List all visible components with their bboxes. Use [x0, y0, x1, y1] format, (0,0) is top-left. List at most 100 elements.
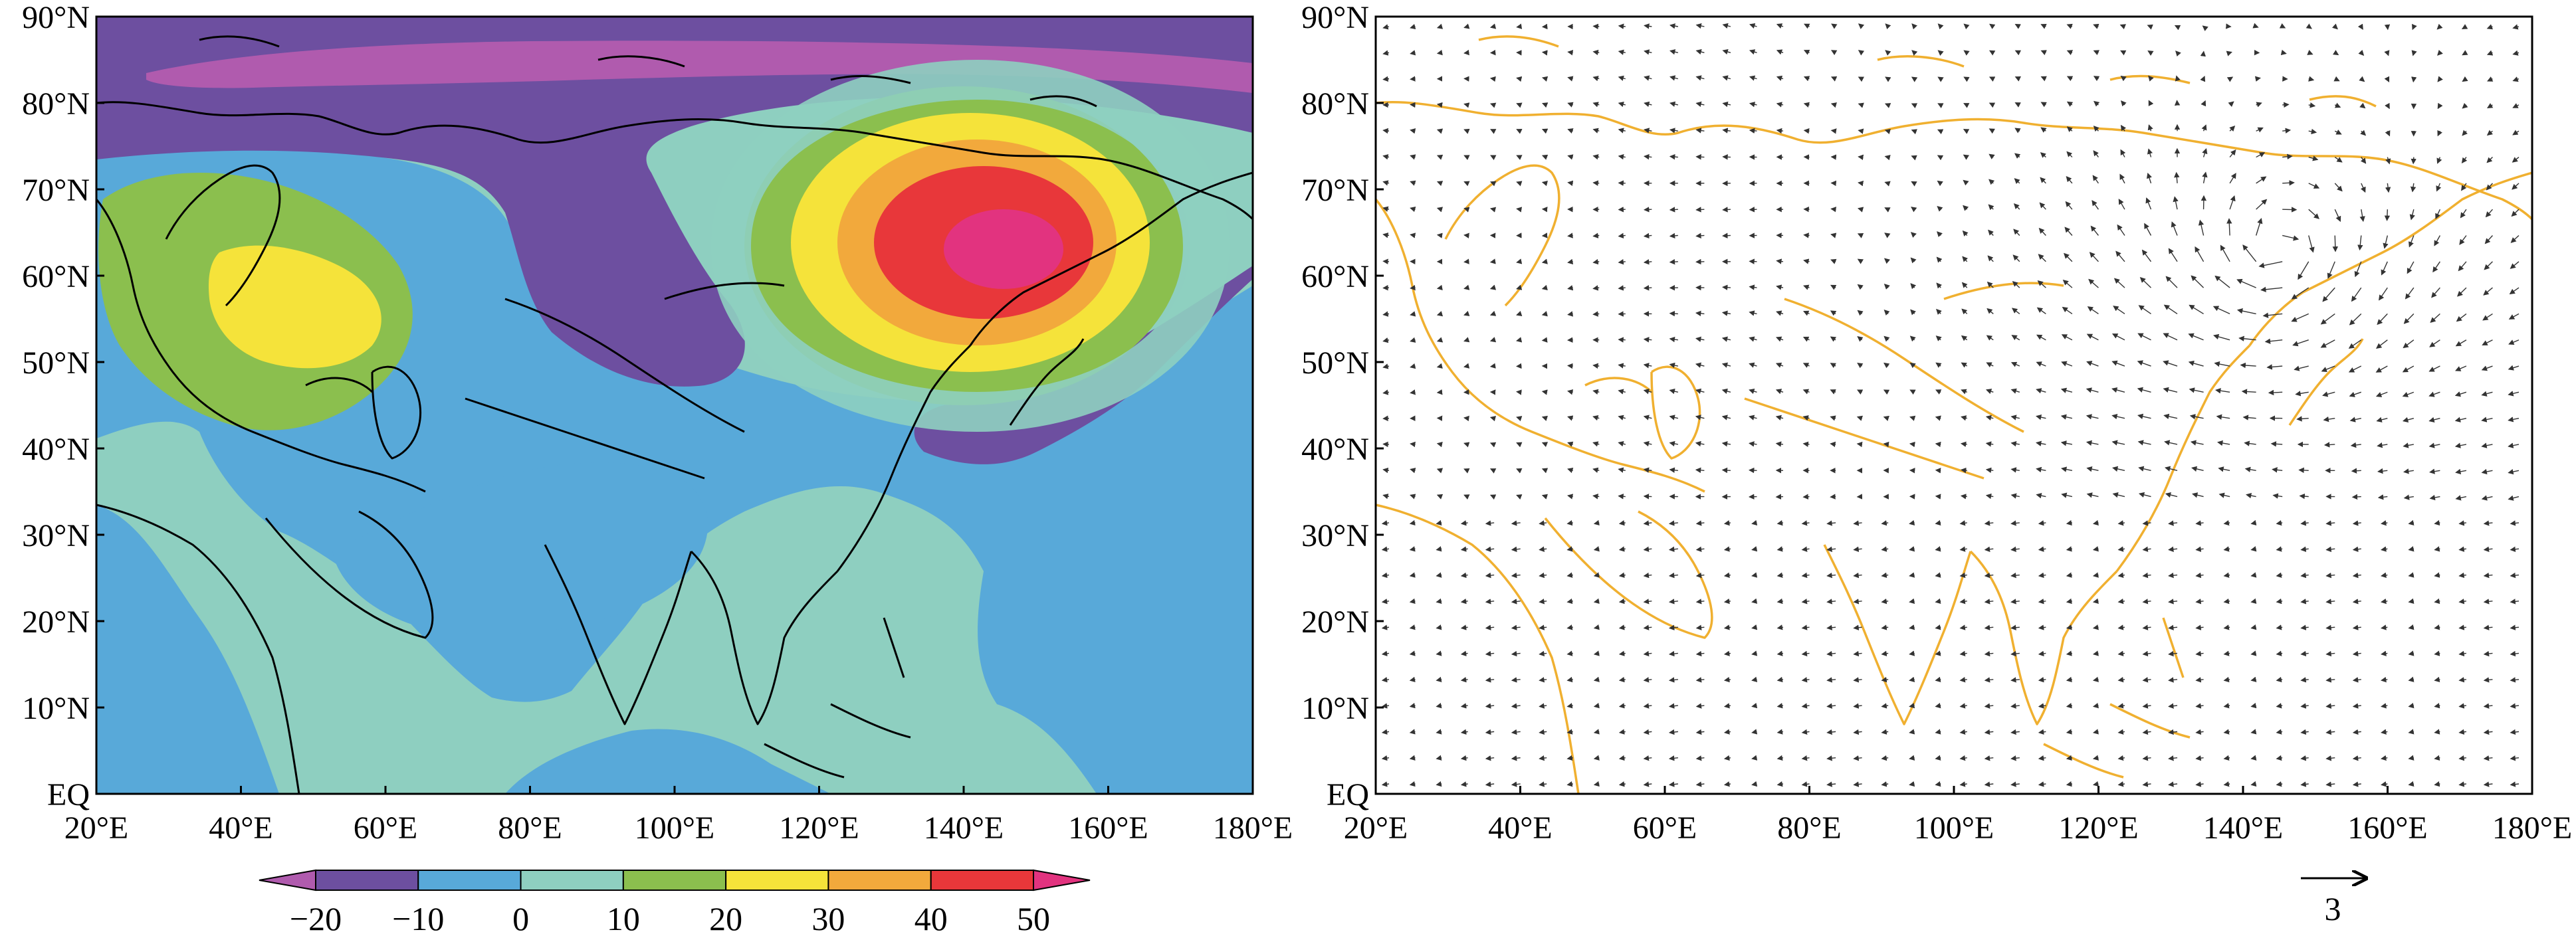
lon-label: 160°E — [2347, 810, 2428, 846]
wind-vector — [2413, 79, 2414, 82]
lon-label: 40°E — [1488, 810, 1553, 846]
lat-label: 90°N — [22, 0, 90, 35]
lat-label: 80°N — [1301, 86, 1369, 122]
reference-vector: 3 — [2301, 878, 2366, 927]
wind-vector — [1438, 392, 1442, 393]
lat-label: 70°N — [1301, 173, 1369, 208]
colorbar-segment — [521, 870, 623, 890]
lat-label: 60°N — [22, 259, 90, 294]
colorbar-tick-label: 40 — [914, 900, 948, 935]
wind-vector — [1776, 497, 1783, 498]
wind-vector — [1804, 497, 1810, 498]
wind-vector — [1543, 340, 1547, 341]
lon-label: 140°E — [2203, 810, 2284, 846]
wind-vector — [2203, 26, 2204, 27]
lat-label: 40°N — [1301, 432, 1369, 467]
wind-vector — [1491, 366, 1494, 367]
wind-vector — [1464, 418, 1467, 419]
lon-label: 20°E — [1344, 810, 1408, 846]
wind-vector — [1543, 52, 1547, 53]
colorbar-segment — [726, 870, 828, 890]
wind-vector — [1384, 79, 1389, 80]
left-anomaly-map: 90°N80°N70°N60°N50°N40°N30°N20°N10°NEQ 2… — [22, 0, 1293, 846]
colorbar-segment — [623, 870, 726, 890]
wind-vector — [1517, 392, 1520, 393]
lat-label: 90°N — [1301, 0, 1369, 35]
lat-label: 10°N — [1301, 691, 1369, 726]
wind-vector — [2387, 209, 2388, 220]
lon-label: 180°E — [2492, 810, 2573, 846]
colorbar-segment — [828, 870, 930, 890]
lat-label: 50°N — [1301, 345, 1369, 381]
colorbar-tick-label: 50 — [1017, 900, 1050, 935]
colorbar-extend-low — [259, 870, 316, 890]
lon-label: 100°E — [1914, 810, 1994, 846]
wind-vector — [1568, 365, 1572, 366]
wind-vector — [1804, 235, 1810, 236]
lon-label: 80°E — [498, 810, 562, 846]
lat-label: EQ — [1327, 777, 1369, 812]
lat-label: 50°N — [22, 345, 90, 381]
wind-vector — [1749, 470, 1757, 471]
lon-label: 20°E — [64, 810, 129, 846]
wind-vector — [1491, 78, 1494, 79]
wind-vector — [2282, 209, 2296, 210]
colorbar-segment — [931, 870, 1033, 890]
wind-vector — [1465, 52, 1468, 53]
wind-vector — [1804, 130, 1809, 131]
wind-vector — [1670, 209, 1678, 210]
wind-vector — [1384, 261, 1389, 262]
wind-vector — [1936, 470, 1941, 471]
wind-vector — [1723, 287, 1731, 288]
wind-vector — [1543, 235, 1547, 236]
wind-vector — [2325, 444, 2335, 445]
wind-vector — [1619, 496, 1626, 497]
lat-label: 40°N — [22, 432, 90, 467]
wind-vector — [1831, 497, 1836, 498]
lon-label: 140°E — [924, 810, 1004, 846]
colorbar-tick-label: 10 — [607, 900, 640, 935]
wind-vector — [1644, 209, 1652, 210]
wind-vector — [1438, 104, 1442, 105]
lon-label: 60°E — [354, 810, 418, 846]
contour-band-above-50-east — [944, 209, 1063, 289]
colorbar-tick-label: 20 — [709, 900, 742, 935]
colorbar-tick-label: 30 — [811, 900, 845, 935]
wind-vector — [1697, 235, 1705, 236]
contour-fill-layer — [96, 17, 1253, 794]
left-lat-labels: 90°N80°N70°N60°N50°N40°N30°N20°N10°NEQ — [22, 0, 104, 812]
wind-vector — [1438, 235, 1442, 236]
lon-label: 160°E — [1068, 810, 1148, 846]
lat-label: 20°N — [1301, 605, 1369, 640]
colorbar-tick-label: −20 — [290, 900, 342, 935]
lon-label: 40°E — [209, 810, 273, 846]
wind-vector — [1723, 470, 1731, 471]
wind-vector — [1723, 209, 1731, 210]
wind-vector — [1644, 496, 1652, 497]
lon-label: 120°E — [2058, 810, 2139, 846]
lon-label: 100°E — [635, 810, 715, 846]
colorbar-extend-high — [1033, 870, 1090, 890]
wind-vector — [2282, 104, 2288, 105]
lon-label: 80°E — [1777, 810, 1842, 846]
lon-label: 60°E — [1633, 810, 1697, 846]
wind-vector — [2353, 497, 2361, 498]
lat-label: 20°N — [22, 605, 90, 640]
right-lat-labels: 90°N80°N70°N60°N50°N40°N30°N20°N10°NEQ — [1301, 0, 1384, 812]
wind-vector — [2269, 392, 2282, 393]
reference-vector-label: 3 — [2325, 890, 2341, 927]
wind-vector — [1750, 209, 1757, 210]
lon-label: 180°E — [1213, 810, 1293, 846]
wind-vector — [1697, 209, 1705, 210]
wind-vector — [1859, 130, 1862, 131]
wind-vector — [1619, 339, 1626, 340]
wind-vector — [1465, 235, 1468, 236]
wind-vector — [2352, 470, 2361, 471]
colorbar-segment — [316, 870, 418, 890]
wind-vector — [2413, 157, 2414, 163]
right-wind-map: 90°N80°N70°N60°N50°N40°N30°N20°N10°NEQ 2… — [1301, 0, 2572, 927]
lat-label: 10°N — [22, 691, 90, 726]
wind-vector — [1832, 130, 1836, 131]
